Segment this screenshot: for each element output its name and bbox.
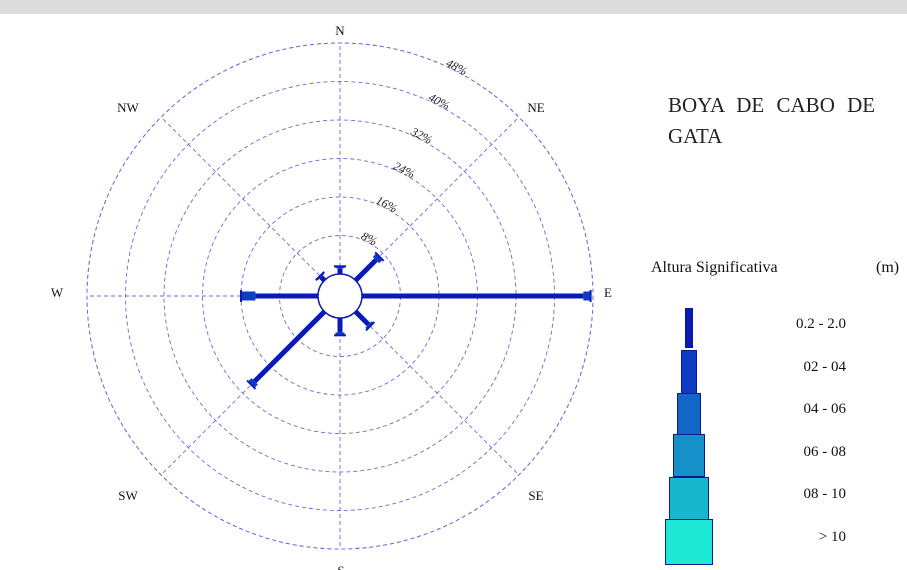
- direction-label-ne: NE: [527, 100, 544, 115]
- spoke-ne: [355, 116, 520, 281]
- direction-label-nw: NW: [117, 100, 139, 115]
- bar-nw-1: [319, 275, 327, 283]
- legend-swatch-4: [673, 434, 705, 477]
- legend-label-3: 04 - 06: [803, 401, 847, 417]
- center-calm-circle: [317, 273, 363, 319]
- radial-tick-label: 8%: [359, 229, 380, 249]
- direction-label-s: S: [337, 563, 344, 570]
- legend-label-4: 06 - 08: [803, 443, 847, 460]
- direction-label-sw: SW: [118, 488, 138, 503]
- legend-title: Altura Significativa: [651, 259, 778, 276]
- bar-cap-ne: [374, 251, 385, 262]
- radial-tick-label: 32%: [408, 124, 435, 147]
- direction-label-se: SE: [528, 488, 543, 503]
- legend-swatch-3: [677, 393, 701, 435]
- ring-outer: [86, 42, 594, 550]
- bar-ne-1: [353, 258, 378, 283]
- chart-title: BOYA DE CABO DE GATA: [668, 93, 876, 148]
- legend-label-1: 0.2 - 2.0: [796, 316, 846, 332]
- legend-swatch-5: [669, 477, 709, 521]
- wave-rose-chart: 8% 16% 24% 32% 40% 48% N NE E SE S SW W NW: [51, 23, 612, 570]
- radial-tick-label: 40%: [426, 90, 452, 112]
- direction-label-n: N: [335, 23, 345, 38]
- legend-label-6: > 10: [818, 528, 846, 545]
- legend-swatch-1: [685, 308, 693, 348]
- bar-sw-1: [252, 309, 327, 384]
- direction-label-e: E: [604, 285, 612, 300]
- legend-label-2: 02 - 04: [803, 358, 847, 375]
- spoke-se: [355, 311, 520, 476]
- legend-label-5: 08 - 10: [803, 486, 847, 502]
- top-bar: [0, 0, 907, 14]
- direction-label-w: W: [51, 285, 64, 300]
- radial-tick-label: 48%: [444, 56, 470, 78]
- bar-cap-se: [365, 321, 376, 332]
- legend-unit: (m): [876, 259, 900, 276]
- legend-swatch-6: [665, 519, 713, 565]
- bar-se-1: [353, 309, 371, 327]
- radial-tick-label: 24%: [391, 159, 417, 181]
- bar-cap-sw: [246, 379, 257, 390]
- spoke-nw: [160, 116, 325, 281]
- legend-swatch-2: [681, 350, 697, 394]
- bar-cap-nw: [315, 271, 325, 281]
- radial-tick-label: 16%: [374, 193, 400, 215]
